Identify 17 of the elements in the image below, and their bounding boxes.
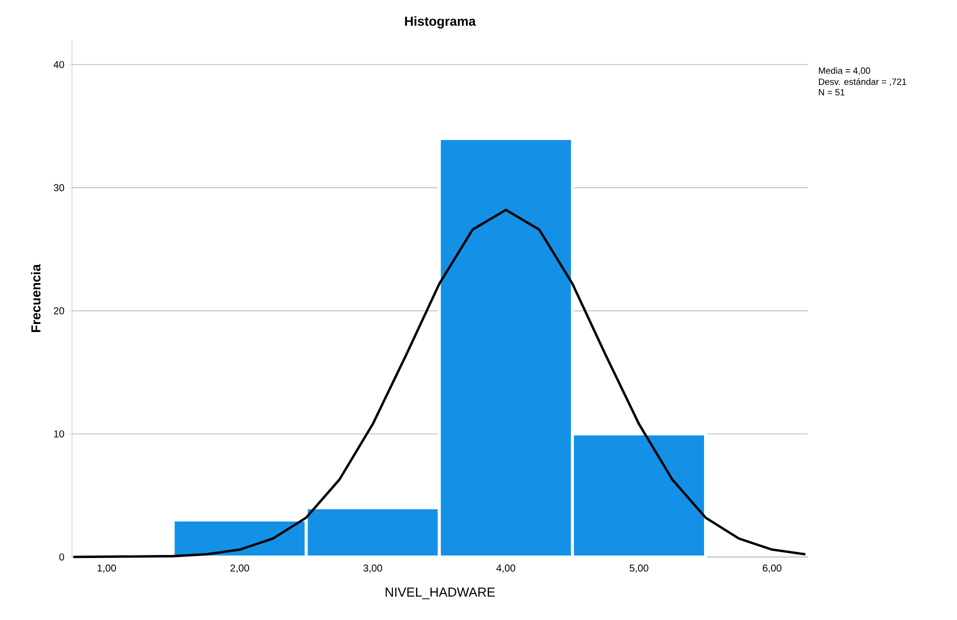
x-tick-label: 4,00: [496, 564, 516, 573]
text: N = 51: [818, 89, 845, 96]
y-tick-label: 0: [59, 553, 64, 561]
x-tick-label: 1,00: [98, 564, 116, 573]
y-tick-label: 30: [54, 184, 64, 192]
y-tick-label: 40: [54, 61, 64, 68]
text: Media = 4,00: [818, 67, 870, 75]
x-tick-label: 2,00: [230, 564, 250, 573]
x-tick-label: 5,00: [630, 564, 648, 573]
y-tick-label: 20: [54, 307, 64, 314]
x-tick-label: 3,00: [363, 564, 382, 573]
y-tick-label: 10: [54, 430, 64, 438]
x-axis-title: NIVEL_HADWARE: [386, 588, 495, 600]
chart-title: Histograma: [405, 16, 476, 28]
x-tick-label: 6,00: [762, 564, 782, 573]
text: Desv. estándar = ,721: [818, 78, 906, 86]
y-axis-title: Frecuencia: [30, 264, 40, 332]
